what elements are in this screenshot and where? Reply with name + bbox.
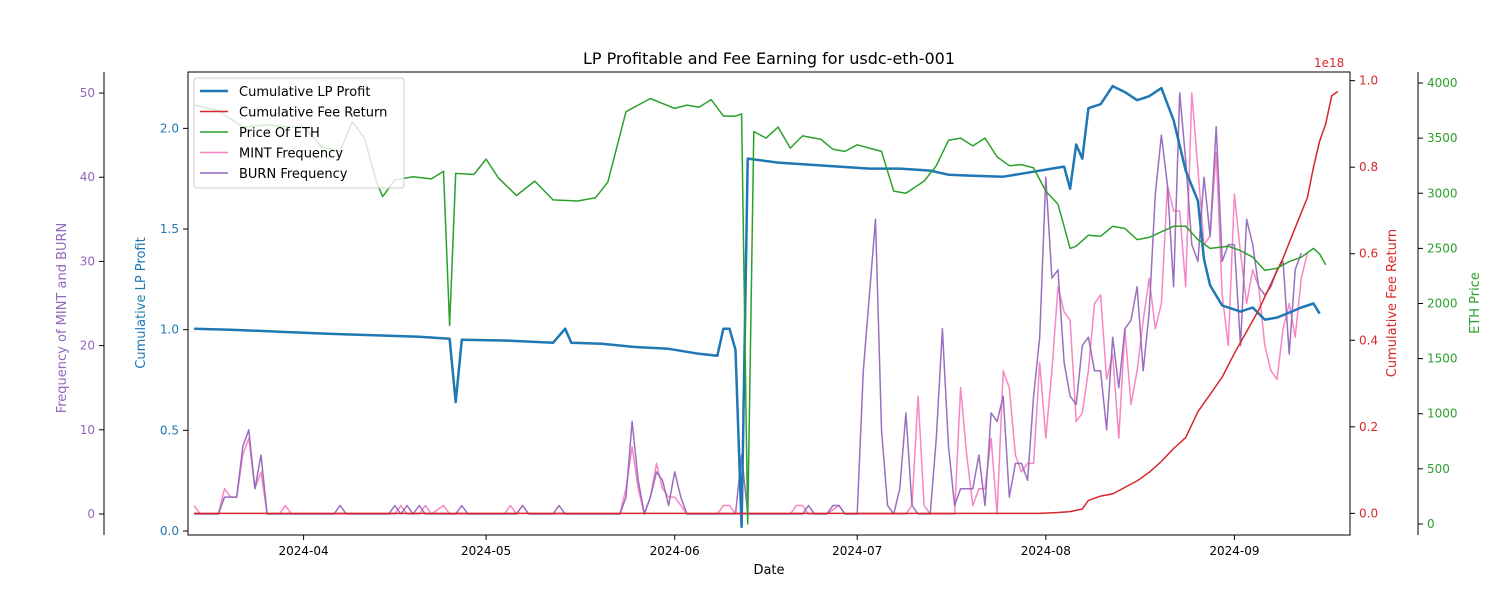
lp-tick-label: 1.5: [160, 222, 179, 236]
eth-tick-label: 4000: [1427, 76, 1458, 90]
plot-frame: [187, 71, 1351, 536]
legend-box: [193, 77, 405, 189]
eth-tick-label: 1500: [1427, 352, 1458, 366]
series-line-price-of-eth: [193, 97, 1327, 525]
series-group: [193, 84, 1339, 529]
eth-tick-label: 500: [1427, 462, 1450, 476]
series-line-mint-frequency: [193, 92, 1309, 515]
eth-tick-label: 3500: [1427, 131, 1458, 145]
x-tick-label: 2024-07: [832, 544, 882, 558]
fee-tick-label: 1.0: [1359, 74, 1378, 88]
lp-axis-label: Cumulative LP Profit: [134, 237, 149, 368]
legend: Cumulative LP Profit Cumulative Fee Retur…: [193, 77, 405, 189]
series-line-burn-frequency: [194, 92, 1303, 515]
freq-axis-label: Frequency of MINT and BURN: [55, 223, 70, 414]
x-axis-label: Date: [753, 563, 784, 578]
freq-tick-label: 0: [87, 507, 95, 521]
eth-tick-label: 2000: [1427, 297, 1458, 311]
legend-label: BURN Frequency: [239, 167, 348, 182]
freq-tick-label: 20: [80, 339, 95, 353]
fee-tick-label: 0.8: [1359, 160, 1378, 174]
fee-tick-label: 0.6: [1359, 247, 1378, 261]
lp-tick-label: 2.0: [160, 121, 179, 135]
x-tick-label: 2024-05: [461, 544, 511, 558]
fee-axis-multiplier: 1e18: [1314, 56, 1344, 70]
axes-group: 2024-04 2024-05 2024-06 2024-07 2024-08 2024-…: [55, 56, 1483, 558]
freq-tick-label: 30: [80, 254, 95, 268]
lp-tick-label: 0.0: [160, 524, 179, 538]
x-tick-label: 2024-04: [279, 544, 329, 558]
eth-tick-label: 0: [1427, 517, 1435, 531]
freq-tick-label: 50: [80, 86, 95, 100]
legend-label: Cumulative Fee Return: [239, 106, 387, 121]
eth-tick-label: 2500: [1427, 241, 1458, 255]
eth-tick-label: 1000: [1427, 407, 1458, 421]
fee-tick-label: 0.2: [1359, 420, 1378, 434]
legend-label: Cumulative LP Profit: [239, 85, 370, 100]
series-line-cumulative-fee-return: [194, 90, 1339, 515]
x-tick-label: 2024-09: [1209, 544, 1259, 558]
lp-tick-label: 1.0: [160, 323, 179, 337]
fee-axis-label: Cumulative Fee Return: [1385, 229, 1400, 377]
eth-axis-label: ETH Price: [1468, 272, 1483, 334]
series-line-cumulative-lp-profit: [194, 84, 1321, 529]
freq-tick-label: 40: [80, 170, 95, 184]
legend-label: Price Of ETH: [239, 126, 320, 141]
x-tick-label: 2024-08: [1021, 544, 1071, 558]
fee-tick-label: 0.4: [1359, 333, 1378, 347]
fee-tick-label: 0.0: [1359, 506, 1378, 520]
legend-label: MINT Frequency: [239, 147, 343, 162]
chart-title: LP Profitable and Fee Earning for usdc-e…: [583, 49, 955, 68]
x-tick-label: 2024-06: [650, 544, 700, 558]
lp-tick-label: 0.5: [160, 423, 179, 437]
freq-tick-label: 10: [80, 423, 95, 437]
eth-tick-label: 3000: [1427, 186, 1458, 200]
